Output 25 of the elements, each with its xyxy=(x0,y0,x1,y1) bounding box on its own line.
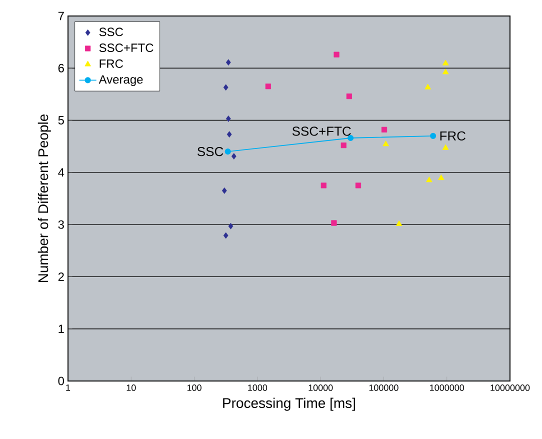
x-tick-label: 1000 xyxy=(248,384,268,391)
legend-label: FRC xyxy=(100,59,124,68)
annotation: SSC+FTC xyxy=(292,126,351,136)
legend-label: SSC xyxy=(99,28,124,36)
x-tick-label: 100000 xyxy=(369,384,398,391)
y-axis-title: Number of Different People xyxy=(38,114,51,282)
y-tick-label: 0 xyxy=(58,376,64,386)
x-tick-label: 100 xyxy=(187,384,202,391)
y-tick-label: 2 xyxy=(58,272,64,281)
x-tick-label: 10000000 xyxy=(490,384,530,391)
annotation: SSC xyxy=(198,146,224,156)
x-tick-label: 1000000 xyxy=(430,384,464,391)
x-tick-label: 10000 xyxy=(308,384,333,391)
legend-label: SSC+FTC xyxy=(99,44,154,52)
x-axis-title: Processing Time [ms] xyxy=(223,398,356,411)
x-tick-label: 1 xyxy=(66,384,70,391)
y-tick-label: 7 xyxy=(58,12,64,20)
y-tick-label: 4 xyxy=(58,168,64,177)
y-tick-label: 3 xyxy=(58,220,64,229)
x-tick-label: 10 xyxy=(126,384,136,391)
y-tick-label: 5 xyxy=(58,116,64,124)
annotation: FRC xyxy=(440,131,466,141)
legend-label: Average xyxy=(98,75,143,86)
y-tick-label: 1 xyxy=(58,324,64,333)
y-tick-label: 6 xyxy=(58,64,64,72)
